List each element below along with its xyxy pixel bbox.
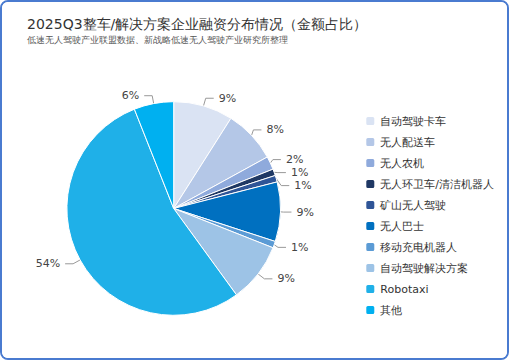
svg-text:2%: 2% [286, 153, 303, 166]
svg-text:8%: 8% [266, 123, 283, 136]
svg-text:9%: 9% [277, 272, 294, 285]
svg-text:1%: 1% [291, 166, 308, 179]
svg-text:无人配送车: 无人配送车 [380, 136, 435, 149]
svg-text:9%: 9% [296, 206, 313, 219]
svg-text:1%: 1% [294, 179, 311, 192]
svg-text:低速无人驾驶产业联盟数据、新战略低速无人驾驶产业研究所整理: 低速无人驾驶产业联盟数据、新战略低速无人驾驶产业研究所整理 [27, 35, 288, 45]
svg-text:无人巴士: 无人巴士 [380, 220, 424, 233]
svg-text:Robotaxi: Robotaxi [380, 283, 428, 296]
svg-text:矿山无人驾驶: 矿山无人驾驶 [379, 199, 446, 212]
svg-text:6%: 6% [122, 89, 139, 102]
svg-text:9%: 9% [219, 92, 236, 105]
svg-text:54%: 54% [36, 257, 60, 270]
svg-text:其他: 其他 [380, 304, 402, 317]
svg-text:2025Q3整车/解决方案企业融资分布情况（金额占比）: 2025Q3整车/解决方案企业融资分布情况（金额占比） [27, 16, 367, 32]
svg-text:1%: 1% [291, 241, 308, 254]
svg-text:自动驾驶卡车: 自动驾驶卡车 [380, 115, 446, 128]
svg-text:移动充电机器人: 移动充电机器人 [380, 241, 457, 254]
svg-text:无人农机: 无人农机 [380, 157, 424, 170]
svg-text:无人环卫车/清洁机器人: 无人环卫车/清洁机器人 [380, 178, 494, 191]
svg-text:自动驾驶解决方案: 自动驾驶解决方案 [380, 262, 468, 275]
